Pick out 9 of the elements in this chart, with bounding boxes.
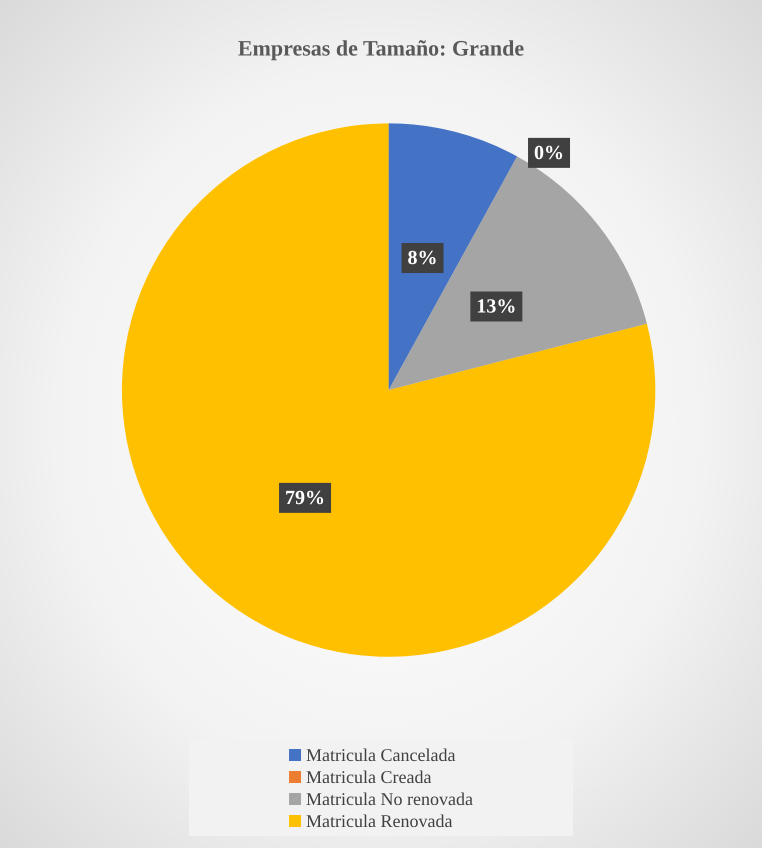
legend-label: Matricula Creada <box>306 767 432 787</box>
data-label: 79% <box>285 486 326 509</box>
legend-label: Matricula Cancelada <box>306 745 456 765</box>
data-label: 8% <box>408 247 438 270</box>
data-label: 13% <box>476 296 516 318</box>
legend-label: Matricula No renovada <box>306 789 473 809</box>
text: 0% <box>534 142 564 164</box>
chart-title: Empresas de Tamaño: Grande <box>238 36 524 60</box>
legend-label: Matricula Renovada <box>306 811 452 831</box>
